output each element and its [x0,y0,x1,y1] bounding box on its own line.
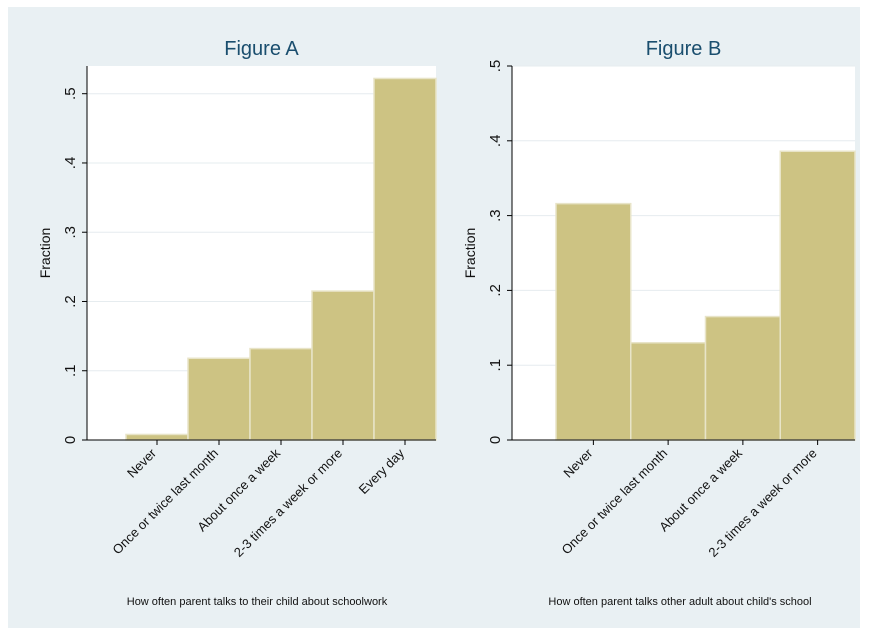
y-tick-label: .4 [487,135,504,148]
bar [779,150,856,441]
y-tick-label: .3 [487,209,504,222]
y-tick-label: .1 [487,359,504,372]
y-tick-label: .5 [487,60,504,73]
chart-title: Figure A [224,38,299,60]
y-tick-label: .4 [62,157,79,170]
y-tick-label: .2 [487,284,504,297]
y-tick-label: .2 [62,295,79,308]
x-axis-title: How often parent talks to their child ab… [127,596,388,608]
y-tick-label: .5 [62,87,79,100]
y-axis-title: Fraction [462,228,478,279]
y-tick-label: 0 [62,436,79,444]
bar [311,290,375,441]
chart-title: Figure B [646,38,722,60]
bar [249,347,313,441]
y-axis-title: Fraction [37,228,53,279]
y-tick-label: .3 [62,226,79,239]
bar [125,433,189,441]
y-tick-label: 0 [487,436,504,444]
bar [704,315,781,441]
x-axis-title: How often parent talks other adult about… [548,596,811,608]
bar [373,77,437,441]
bar [555,202,632,441]
y-tick-label: .1 [62,364,79,377]
bar [187,357,251,441]
bar [630,342,707,441]
